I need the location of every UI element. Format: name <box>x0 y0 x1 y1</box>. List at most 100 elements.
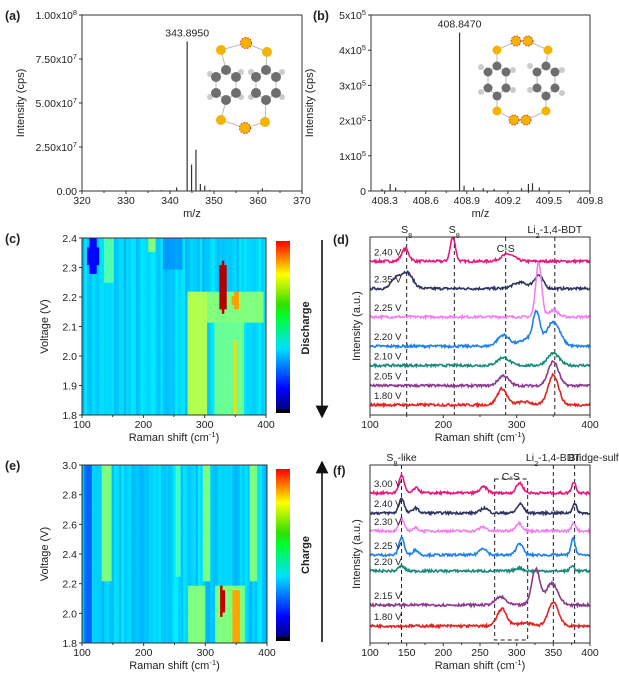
heatmap-cell <box>212 242 216 248</box>
heatmap-cell <box>253 273 257 279</box>
heatmap-cell <box>151 558 155 564</box>
heatmap-cell <box>253 277 257 283</box>
heatmap-cell <box>180 361 184 367</box>
heatmap-cell <box>258 282 262 288</box>
heatmap-cell <box>236 388 240 394</box>
heatmap-cell <box>153 361 157 367</box>
heatmap-cell <box>101 330 105 336</box>
heatmap-cell <box>160 397 164 403</box>
heatmap-cell <box>156 629 160 635</box>
heatmap-cell <box>199 317 203 323</box>
heatmap-cell <box>121 554 125 560</box>
heatmap-cell <box>133 585 137 591</box>
heatmap-cell <box>177 282 181 288</box>
heatmap-cell <box>175 616 179 622</box>
heatmap-cell <box>131 401 135 407</box>
heatmap-cell <box>172 357 176 363</box>
heatmap-cell <box>219 401 223 407</box>
heatmap-cell <box>160 558 164 564</box>
heatmap-cell <box>170 478 174 484</box>
heatmap-cell <box>226 286 230 292</box>
heatmap-cell <box>131 620 135 626</box>
heatmap-cell <box>156 531 160 537</box>
heatmap-cell <box>148 348 152 354</box>
heatmap-cell <box>197 282 201 288</box>
heatmap-cell <box>123 589 127 595</box>
heatmap-cell <box>143 469 147 475</box>
heatmap-cell <box>91 335 95 341</box>
heatmap-cell <box>104 286 108 292</box>
heatmap-cell <box>116 611 120 617</box>
heatmap-cell <box>158 562 162 568</box>
heatmap-cell <box>162 282 167 288</box>
heatmap-cell <box>106 339 110 345</box>
heatmap-cell <box>194 401 198 407</box>
heatmap-cell <box>96 326 100 332</box>
heatmap-cell <box>261 353 265 359</box>
heatmap-cell <box>224 291 228 297</box>
heatmap-cell <box>173 465 177 471</box>
heatmap-cell <box>91 238 95 244</box>
heatmap-cell <box>216 326 220 332</box>
heatmap-cell <box>128 286 132 292</box>
heatmap-cell <box>143 361 147 367</box>
heatmap-cell <box>202 330 206 336</box>
heatmap-cell <box>190 558 194 564</box>
heatmap-cell <box>111 602 115 608</box>
heatmap-cell <box>86 401 90 407</box>
heatmap-cell <box>261 304 265 310</box>
heatmap-cell <box>131 500 135 506</box>
heatmap-cell <box>155 291 159 297</box>
heatmap-cell <box>138 392 142 398</box>
heatmap-cell <box>91 602 95 608</box>
heatmap-cell <box>123 304 127 310</box>
heatmap-cell <box>175 277 179 283</box>
heatmap-cell <box>165 571 169 577</box>
heatmap-cell <box>214 273 218 279</box>
y-tick-label: 2x105 <box>339 113 366 128</box>
heatmap-cell <box>118 286 122 292</box>
heatmap-cell <box>202 273 206 279</box>
heatmap-cell <box>178 571 182 577</box>
heatmap-cell <box>261 313 265 319</box>
heatmap-cell <box>165 549 169 555</box>
heatmap-cell <box>126 558 130 564</box>
heatmap-cell <box>135 264 140 270</box>
heatmap-cell <box>101 478 105 484</box>
heatmap-cell <box>111 571 115 577</box>
heatmap-cell <box>167 401 171 407</box>
heatmap-cell <box>101 558 105 564</box>
heatmap-cell <box>131 344 135 350</box>
heatmap-cell <box>173 527 177 533</box>
heatmap-cell <box>109 629 113 635</box>
heatmap-cell <box>123 246 127 252</box>
heatmap-cell <box>226 392 230 398</box>
heatmap-cell <box>84 562 88 568</box>
heatmap-cell <box>212 357 216 363</box>
heatmap-cell <box>182 392 186 398</box>
heatmap-cell <box>180 295 184 301</box>
heatmap-cell <box>91 540 95 546</box>
heatmap-cell <box>136 616 140 622</box>
heatmap-cell <box>104 540 108 546</box>
heatmap-cell <box>131 602 135 608</box>
heatmap-cell <box>155 357 159 363</box>
heatmap-cell <box>175 465 179 471</box>
heatmap-cell <box>111 558 115 564</box>
heatmap-cell <box>135 308 140 314</box>
heatmap-cell <box>204 406 208 412</box>
heatmap-cell <box>261 326 265 332</box>
heatmap-cell <box>189 260 193 266</box>
heatmap-cell <box>119 638 123 643</box>
heatmap-cell <box>234 291 238 297</box>
heatmap-cell <box>145 384 149 390</box>
heatmap-cell <box>173 491 177 497</box>
heatmap-cell <box>148 567 152 573</box>
heatmap-cell <box>160 567 164 573</box>
heatmap-cell <box>153 339 157 345</box>
heatmap-cell <box>175 607 179 613</box>
heatmap-cell <box>123 478 127 484</box>
heatmap-cell <box>121 473 125 479</box>
heatmap-cell <box>221 366 225 372</box>
heatmap-cell <box>82 513 86 519</box>
